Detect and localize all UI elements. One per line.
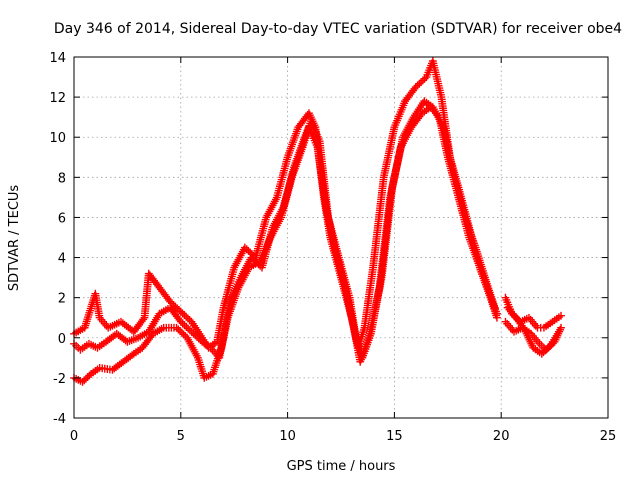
y-tick-label: -2 xyxy=(53,372,66,387)
x-tick-label: 25 xyxy=(600,429,617,444)
y-tick-label: 0 xyxy=(58,332,66,347)
y-tick-label: 10 xyxy=(49,131,66,146)
y-tick-label: -4 xyxy=(53,412,66,427)
y-axis-label: SDTVAR / TECUs xyxy=(7,185,22,292)
data-point xyxy=(557,311,565,320)
data-point xyxy=(493,313,501,322)
x-tick-label: 10 xyxy=(279,429,296,444)
grid xyxy=(74,57,608,418)
y-tick-label: 6 xyxy=(58,211,66,226)
x-tick-label: 15 xyxy=(386,429,403,444)
y-tick-label: 4 xyxy=(58,252,66,267)
y-tick-label: 14 xyxy=(49,51,66,66)
series-track-6 xyxy=(503,303,563,358)
x-tick-label: 0 xyxy=(70,429,78,444)
y-tick-label: 2 xyxy=(58,292,66,307)
x-tick-label: 20 xyxy=(493,429,510,444)
axis-ticks: 0 5 10 15 20 25 -4 -2 0 2 4 6 8 10 12 14 xyxy=(49,51,616,444)
y-tick-label: 8 xyxy=(58,171,66,186)
series-track-3 xyxy=(70,97,499,386)
data-series xyxy=(70,57,565,386)
data-point xyxy=(557,323,565,332)
data-point xyxy=(490,303,499,312)
chart-title: Day 346 of 2014, Sidereal Day-to-day VTE… xyxy=(54,21,622,37)
plot-frame xyxy=(73,56,609,419)
x-tick-label: 5 xyxy=(177,429,185,444)
y-tick-label: 12 xyxy=(49,91,66,106)
data-point xyxy=(554,327,563,336)
x-axis-label: GPS time / hours xyxy=(287,459,396,474)
